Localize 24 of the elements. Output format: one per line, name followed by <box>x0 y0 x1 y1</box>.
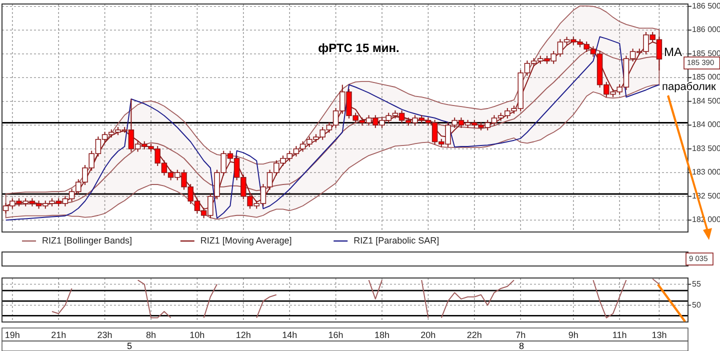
text: МА <box>664 45 682 59</box>
x-tick-label: 23h <box>97 330 112 340</box>
x-tick-label: 19h <box>4 330 20 340</box>
x-tick-label: 21h <box>51 330 66 340</box>
text: 8 <box>519 341 524 351</box>
legend-label: RIZ1 [Parabolic SAR] <box>354 235 440 246</box>
y-tick-label: 50 <box>692 300 702 310</box>
x-tick-label: 13h <box>652 330 667 340</box>
text: 5 <box>127 341 132 351</box>
x-tick-label: 9h <box>568 330 578 340</box>
legend-label: RIZ1 [Moving Average] <box>200 235 292 246</box>
x-tick-label: 22h <box>466 330 482 340</box>
x-tick-label: 8h <box>146 330 156 340</box>
y-tick-label: 55 <box>692 279 702 288</box>
x-tick-label: 7h <box>516 330 526 340</box>
text: фРТС 15 мин. <box>318 41 400 55</box>
x-tick-label: 20h <box>420 330 436 340</box>
x-tick-label: 12h <box>236 330 251 340</box>
legend-label: RIZ1 [Bollinger Bands] <box>42 235 132 246</box>
x-tick-label: 16h <box>328 330 344 340</box>
x-tick-label: 10h <box>190 330 205 340</box>
x-tick-label: 18h <box>374 330 390 340</box>
x-tick-label: 14h <box>282 330 298 340</box>
x-tick-label: 11h <box>612 330 627 340</box>
